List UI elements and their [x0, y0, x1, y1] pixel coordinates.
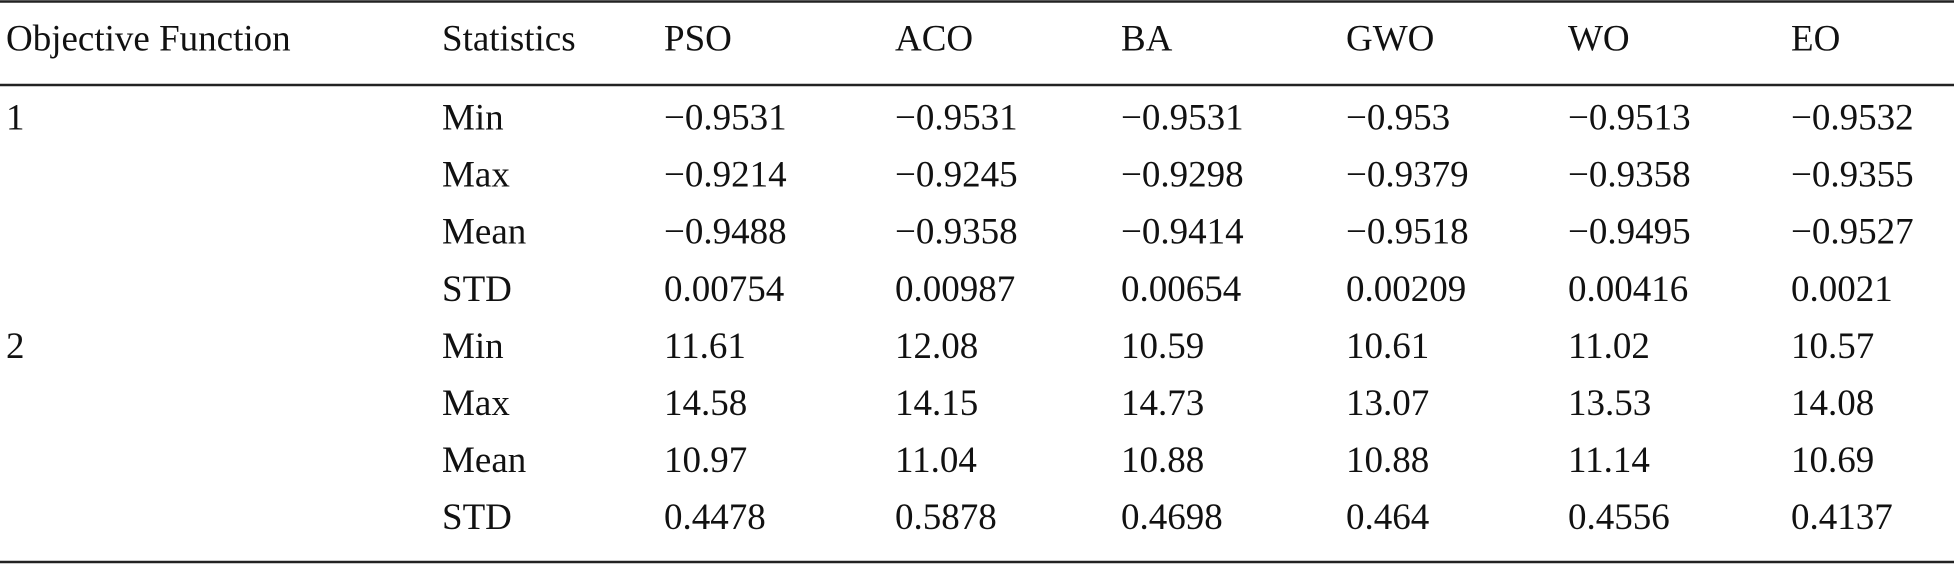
- header-cell: EO: [1791, 18, 1840, 59]
- header-cell: ACO: [895, 18, 973, 59]
- value-cell: 10.57: [1791, 326, 1874, 367]
- value-cell: 10.88: [1121, 440, 1204, 481]
- statistic-cell: Min: [442, 326, 504, 367]
- value-cell: 11.61: [664, 326, 746, 367]
- value-cell: 0.0021: [1791, 269, 1893, 310]
- header-cell: GWO: [1346, 18, 1434, 59]
- value-cell: 0.00987: [895, 269, 1015, 310]
- value-cell: 13.07: [1346, 383, 1429, 424]
- value-cell: −0.9513: [1568, 97, 1691, 138]
- value-cell: 11.04: [895, 440, 977, 481]
- value-cell: 14.73: [1121, 383, 1204, 424]
- value-cell: −0.9532: [1791, 97, 1914, 138]
- objective-cell: 1: [6, 97, 25, 138]
- value-cell: −0.9214: [664, 155, 787, 196]
- header-cell: WO: [1568, 18, 1630, 59]
- value-cell: −0.9531: [664, 97, 787, 138]
- value-cell: 0.4478: [664, 497, 766, 538]
- value-cell: −0.9379: [1346, 155, 1469, 196]
- value-cell: −0.9527: [1791, 212, 1914, 253]
- value-cell: 14.58: [664, 383, 747, 424]
- value-cell: 0.00209: [1346, 269, 1466, 310]
- value-cell: 11.14: [1568, 440, 1650, 481]
- value-cell: 0.4137: [1791, 497, 1893, 538]
- statistic-cell: Max: [442, 155, 510, 196]
- statistic-cell: STD: [442, 269, 512, 310]
- value-cell: 10.61: [1346, 326, 1429, 367]
- statistic-cell: STD: [442, 497, 512, 538]
- value-cell: −0.9355: [1791, 155, 1914, 196]
- value-cell: 10.97: [664, 440, 747, 481]
- statistic-cell: Min: [442, 97, 504, 138]
- value-cell: −0.953: [1346, 97, 1450, 138]
- value-cell: −0.9495: [1568, 212, 1691, 253]
- value-cell: −0.9531: [1121, 97, 1244, 138]
- value-cell: 10.69: [1791, 440, 1874, 481]
- statistic-cell: Max: [442, 383, 510, 424]
- value-cell: −0.9245: [895, 155, 1018, 196]
- value-cell: 10.59: [1121, 326, 1204, 367]
- header-cell: PSO: [664, 18, 732, 59]
- value-cell: 0.4698: [1121, 497, 1223, 538]
- objective-cell: 2: [6, 326, 25, 367]
- value-cell: 14.15: [895, 383, 978, 424]
- value-cell: −0.9531: [895, 97, 1018, 138]
- value-cell: −0.9358: [1568, 155, 1691, 196]
- header-cell: Statistics: [442, 18, 576, 59]
- value-cell: 0.00416: [1568, 269, 1688, 310]
- value-cell: 13.53: [1568, 383, 1651, 424]
- statistic-cell: Mean: [442, 212, 526, 253]
- value-cell: 14.08: [1791, 383, 1874, 424]
- value-cell: 0.00654: [1121, 269, 1241, 310]
- value-cell: 0.00754: [664, 269, 784, 310]
- value-cell: −0.9298: [1121, 155, 1244, 196]
- value-cell: 0.464: [1346, 497, 1429, 538]
- header-cell: BA: [1121, 18, 1173, 59]
- value-cell: −0.9488: [664, 212, 787, 253]
- value-cell: 11.02: [1568, 326, 1650, 367]
- value-cell: 0.5878: [895, 497, 997, 538]
- value-cell: −0.9414: [1121, 212, 1244, 253]
- value-cell: 12.08: [895, 326, 978, 367]
- value-cell: 0.4556: [1568, 497, 1670, 538]
- header-cell: Objective Function: [6, 18, 291, 59]
- value-cell: −0.9358: [895, 212, 1018, 253]
- value-cell: −0.9518: [1346, 212, 1469, 253]
- statistic-cell: Mean: [442, 440, 526, 481]
- value-cell: 10.88: [1346, 440, 1429, 481]
